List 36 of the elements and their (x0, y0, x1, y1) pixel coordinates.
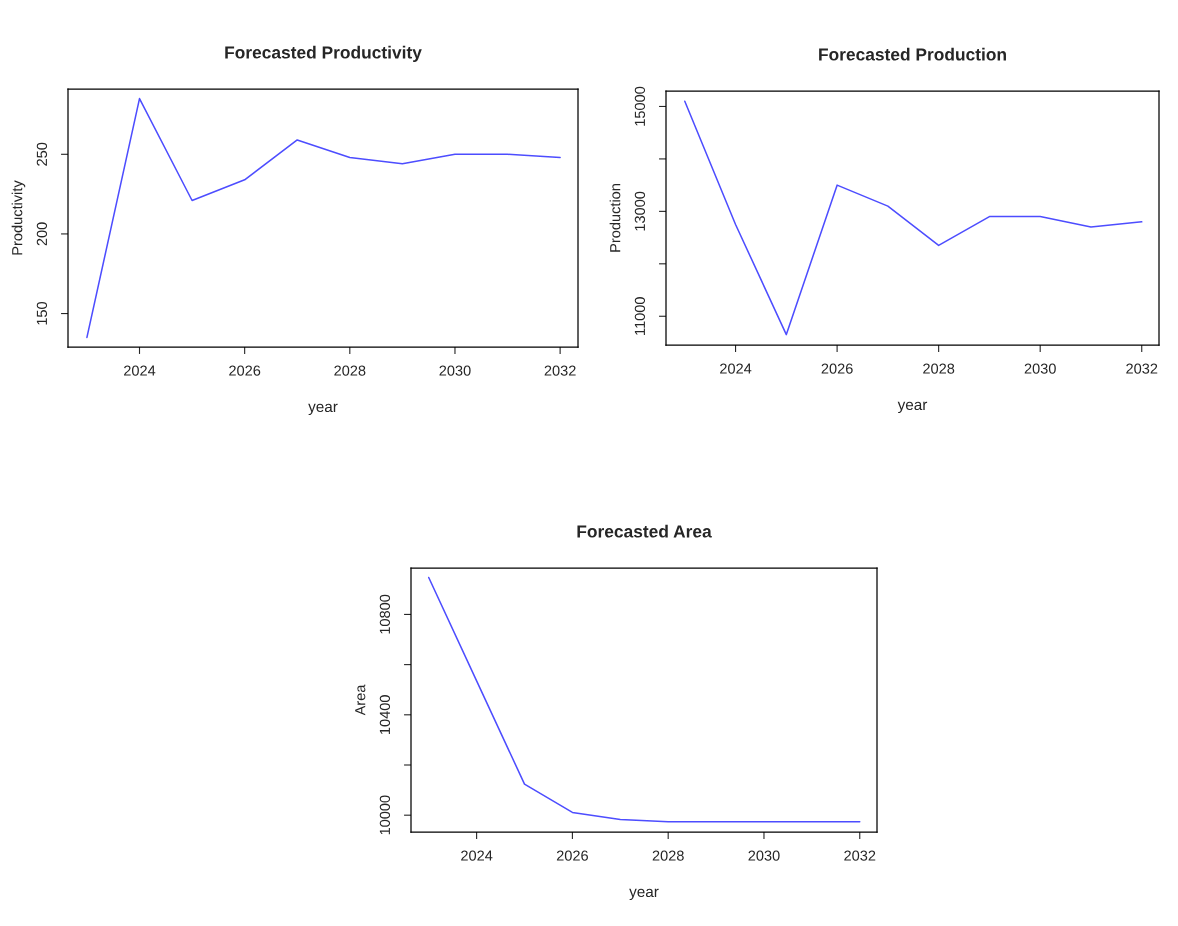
y-tick-label: 10800 (379, 594, 391, 634)
y-axis-title: Productivity (11, 180, 26, 255)
x-axis-title: year (308, 403, 338, 416)
line-series (684, 100, 1143, 336)
x-tick-label: 2028 (334, 365, 366, 376)
chart-title: Forecasted Productivity (225, 45, 422, 63)
x-tick-label: 2032 (1126, 363, 1158, 374)
x-tick-label: 2032 (544, 365, 576, 376)
x-tick-label: 2024 (461, 850, 493, 861)
x-tick-label: 2030 (439, 365, 471, 376)
y-tick-label: 150 (36, 301, 48, 325)
line-series (86, 97, 561, 339)
y-axis-title: Area (355, 684, 366, 716)
line-series (427, 576, 861, 823)
y-tick-label: 11000 (634, 297, 646, 335)
x-tick-label: 2028 (923, 363, 955, 374)
chart-title: Forecasted Production (819, 47, 1006, 61)
x-tick-label: 2024 (124, 365, 156, 376)
y-tick-label: 10000 (379, 795, 391, 835)
y-tick-label: 200 (36, 222, 48, 246)
x-tick-label: 2028 (652, 850, 684, 861)
x-tick-label: 2026 (821, 363, 853, 374)
y-tick-label: 250 (36, 142, 48, 166)
x-tick-label: 2030 (748, 850, 780, 861)
x-tick-label: 2026 (229, 365, 261, 376)
y-tick-label: 10400 (379, 695, 391, 734)
chart-title: Forecasted Area (577, 524, 712, 538)
x-tick-label: 2030 (1024, 363, 1056, 374)
x-tick-label: 2032 (844, 850, 876, 861)
x-axis-title: year (629, 888, 659, 901)
y-tick-label: 15000 (634, 86, 646, 126)
x-axis-title: year (897, 401, 928, 414)
x-tick-label: 2026 (556, 850, 588, 861)
y-axis-title: Production (609, 184, 621, 252)
x-tick-label: 2024 (720, 363, 752, 374)
y-tick-label: 13000 (634, 191, 646, 231)
